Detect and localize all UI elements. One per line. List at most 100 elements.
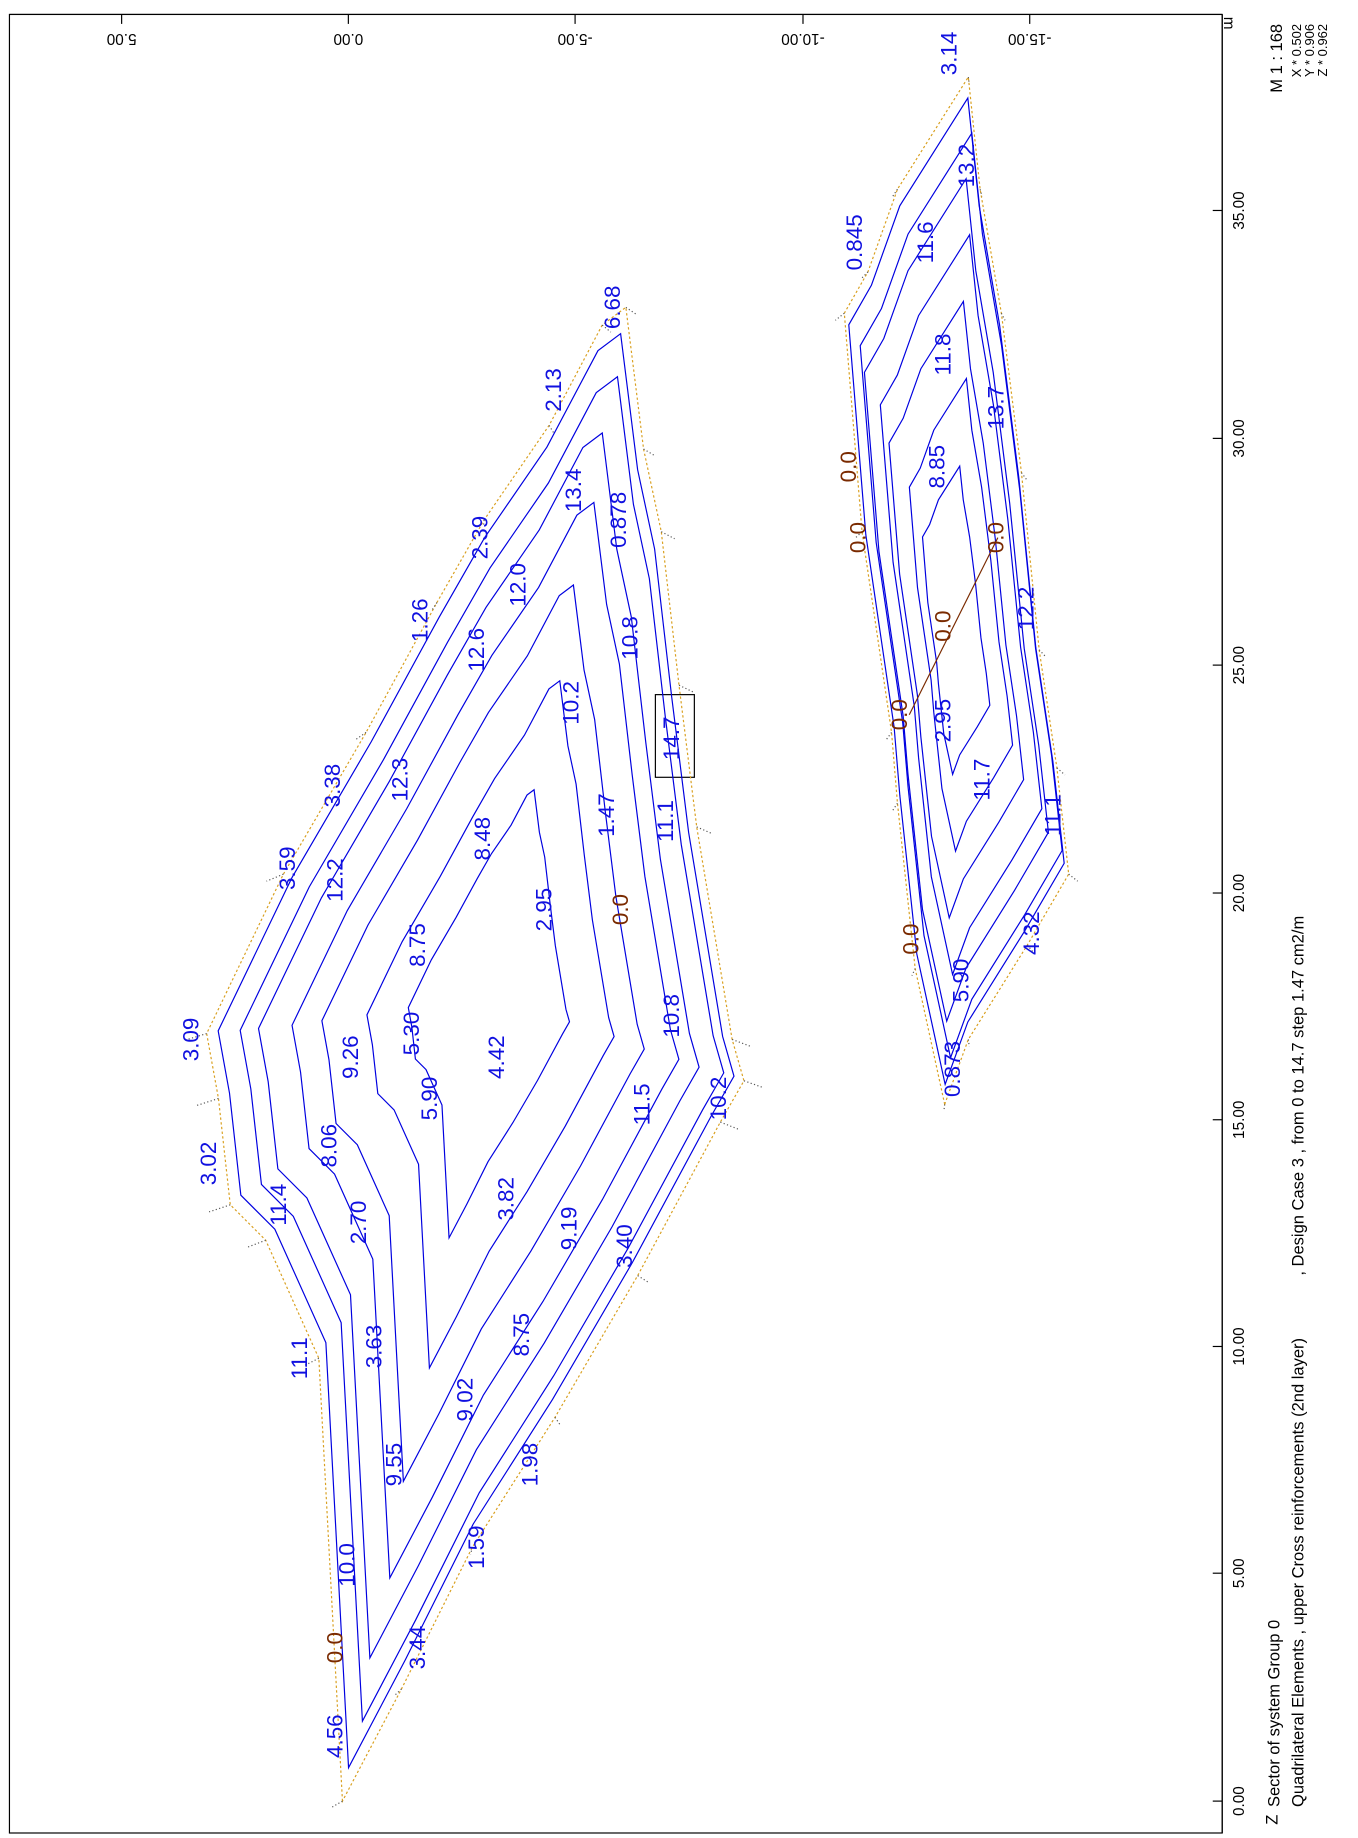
contour-label: 3.14 — [937, 32, 962, 76]
contour-label: 1.47 — [594, 793, 619, 837]
contour-label: 2.95 — [531, 888, 556, 932]
contour-label: 3.02 — [196, 1142, 221, 1186]
hatch — [661, 532, 674, 539]
contour-label: 3.82 — [494, 1177, 519, 1221]
hatch — [209, 1205, 230, 1212]
contour-label: 0.845 — [842, 214, 867, 270]
contour-label: 8.75 — [405, 923, 430, 967]
contour-label: 0.878 — [606, 492, 631, 548]
contour-label: 0.0 — [984, 522, 1009, 553]
contour-label: 5.90 — [948, 959, 973, 1003]
right-tick-label: 25.00 — [1231, 646, 1248, 684]
hatch — [394, 1689, 401, 1696]
hatch — [744, 1081, 764, 1088]
hatch — [330, 1801, 342, 1808]
contour-label: 4.42 — [484, 1035, 509, 1079]
contour-label: 12.2 — [322, 858, 347, 902]
contour-label: 2.13 — [541, 368, 566, 412]
right-tick-label: 0.00 — [1231, 1786, 1248, 1816]
top-tick-label: -10.00 — [781, 30, 825, 47]
contour-label: 0.0 — [608, 894, 633, 925]
contour-label: 6.68 — [600, 285, 625, 329]
top-tick-label: 5.00 — [107, 30, 137, 47]
hatch — [720, 1122, 738, 1129]
contour-label: 12.2 — [1013, 587, 1038, 631]
hatch — [555, 1417, 560, 1424]
hatch — [893, 803, 898, 810]
right-tick-label: 5.00 — [1231, 1558, 1248, 1588]
contour-label: 14.7 — [659, 717, 684, 761]
labels: 4.560.03.4410.01.599.551.989.0211.13.638… — [178, 32, 1065, 1758]
contour-label: 9.26 — [338, 1035, 363, 1079]
footer-line: Sector of system Group 0 — [1265, 1620, 1284, 1807]
hatch — [835, 313, 844, 320]
contour-label: 13.7 — [984, 386, 1009, 430]
contour-label: 4.56 — [322, 1714, 347, 1758]
contour-label: 13.2 — [954, 144, 979, 188]
hatch — [356, 732, 366, 739]
contour-label: 5.90 — [417, 1077, 442, 1121]
contour-label: 10.2 — [559, 681, 584, 725]
scale-title: M 1 : 168 — [1267, 24, 1286, 93]
contour-label: 3.09 — [178, 1018, 203, 1062]
contour-label: 8.75 — [509, 1313, 534, 1357]
contour-label: 9.19 — [556, 1207, 581, 1251]
hatch — [861, 272, 868, 279]
contour-label: 8.85 — [925, 445, 950, 489]
contour-label: 11.6 — [913, 221, 938, 263]
contour-label: 0.0 — [836, 451, 861, 482]
contour-label: 13.4 — [561, 469, 586, 513]
contour-label: 1.26 — [407, 598, 432, 642]
contour-label: 2.95 — [931, 699, 956, 743]
right-tick-label: 20.00 — [1231, 874, 1248, 912]
hatch — [732, 1039, 751, 1046]
contour-label: 1.98 — [517, 1443, 542, 1487]
axis-unit: m — [1220, 17, 1237, 30]
top-tick-label: 0.00 — [333, 30, 363, 47]
contour-label: 11.8 — [931, 334, 956, 376]
drawing: 4.560.03.4410.01.599.551.989.0211.13.638… — [0, 0, 1358, 1838]
contour-label: 1.59 — [464, 1525, 489, 1569]
right-tick-label: 35.00 — [1231, 191, 1248, 229]
contour-label: 4.32 — [1019, 911, 1044, 955]
hatch — [1069, 874, 1078, 881]
contour-label: 3.59 — [275, 846, 300, 890]
contour-label: 0.0 — [887, 699, 912, 730]
hatch — [247, 1240, 265, 1247]
contour-label: 8.06 — [317, 1124, 342, 1168]
contour-label: 3.44 — [405, 1626, 430, 1670]
contour-label: 2.70 — [346, 1201, 371, 1245]
right-tick-label: 10.00 — [1231, 1327, 1248, 1365]
axis-symbol: Z — [1262, 1815, 1281, 1825]
contour-label: 11.1 — [653, 800, 678, 842]
top-tick-label: -5.00 — [558, 30, 593, 47]
contour-label: 11.4 — [266, 1184, 291, 1226]
contour-label: 11.5 — [629, 1083, 654, 1125]
hatch — [944, 1104, 945, 1111]
hatch — [638, 1276, 649, 1283]
contour-label: 12.0 — [506, 563, 531, 607]
hatch — [549, 425, 553, 432]
hatch — [886, 732, 891, 739]
contour-label: 9.02 — [452, 1378, 477, 1422]
contour-label: 12.3 — [387, 758, 412, 802]
contour-label: 8.48 — [470, 817, 495, 861]
contour-label: 10.8 — [659, 994, 684, 1038]
scale-factor: Z * 0.962 — [1315, 24, 1330, 77]
hatch — [912, 969, 915, 976]
contour-label: 3.63 — [361, 1325, 386, 1369]
contour-label: 0.0 — [846, 522, 871, 553]
contour-label: 12.6 — [464, 628, 489, 672]
hatch — [697, 827, 713, 834]
contour-label: 0.873 — [940, 1041, 965, 1097]
contour-label: 11.7 — [970, 759, 995, 801]
footer-line: Quadrilateral Elements , upper Cross rei… — [1288, 1338, 1307, 1807]
contour-label: 3.40 — [612, 1224, 637, 1268]
contour-label: 10.0 — [334, 1543, 359, 1587]
contour-label: 10.8 — [618, 616, 643, 660]
hatch — [626, 307, 636, 314]
contour-label: 0.0 — [931, 611, 956, 642]
contour-label: 0.0 — [322, 1632, 347, 1663]
right-tick-label: 15.00 — [1231, 1101, 1248, 1139]
contour-label: 0.0 — [899, 923, 924, 954]
